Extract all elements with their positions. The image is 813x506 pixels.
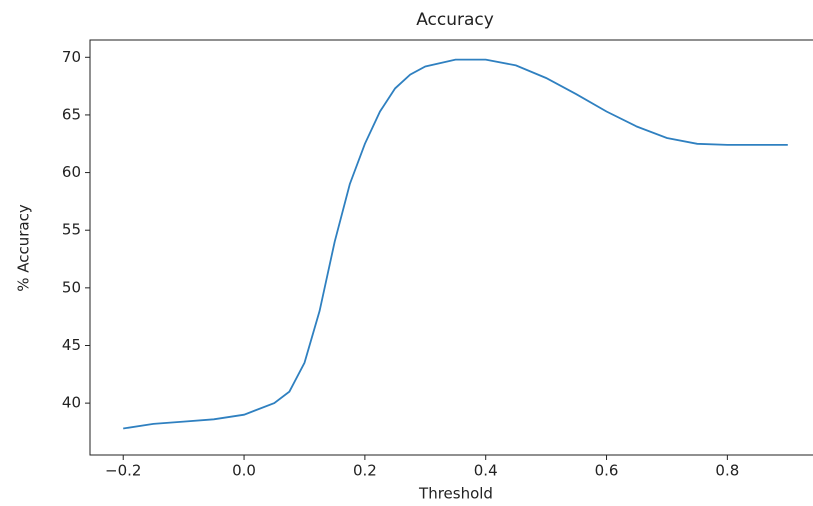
y-tick-label: 60: [62, 163, 81, 181]
x-tick-label: 0.6: [595, 462, 619, 480]
chart-title: Accuracy: [416, 10, 494, 30]
x-tick-label: 0.8: [715, 462, 739, 480]
x-tick-label: −0.2: [105, 462, 141, 480]
x-tick-label: 0.0: [232, 462, 256, 480]
y-tick-label: 65: [62, 105, 81, 123]
y-tick-label: 45: [62, 336, 81, 354]
data-line: [123, 58, 788, 430]
x-tick-label: 0.2: [353, 462, 377, 480]
plot-frame: [89, 39, 813, 456]
x-axis-label: Threshold: [418, 485, 493, 503]
y-tick-label: 70: [62, 48, 81, 66]
y-tick-label: 55: [62, 221, 81, 239]
y-tick-label: 40: [62, 394, 81, 412]
y-axis-label: % Accuracy: [15, 204, 33, 292]
y-tick-label: 50: [62, 278, 81, 296]
x-tick-label: 0.4: [474, 462, 498, 480]
